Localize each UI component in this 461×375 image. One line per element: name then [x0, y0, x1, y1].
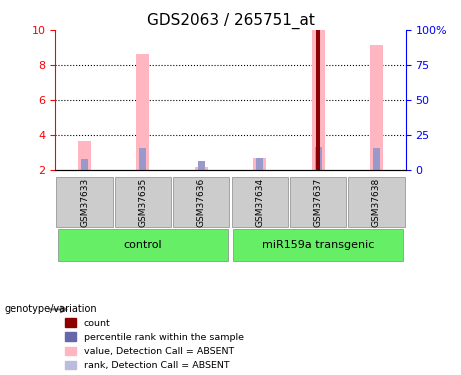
FancyBboxPatch shape — [58, 229, 228, 261]
Bar — [78, 141, 91, 170]
Text: GSM37635: GSM37635 — [138, 177, 148, 226]
Text: GSM37636: GSM37636 — [197, 177, 206, 226]
Text: GSM37633: GSM37633 — [80, 177, 89, 226]
Bar — [256, 158, 263, 170]
Bar — [370, 45, 383, 170]
Bar — [373, 148, 380, 170]
Legend: count, percentile rank within the sample, value, Detection Call = ABSENT, rank, : count, percentile rank within the sample… — [65, 318, 243, 370]
FancyBboxPatch shape — [233, 229, 403, 261]
FancyBboxPatch shape — [173, 177, 229, 227]
Text: GSM37637: GSM37637 — [313, 177, 323, 226]
Text: miR159a transgenic: miR159a transgenic — [262, 240, 374, 250]
Bar — [312, 30, 325, 170]
Bar — [316, 30, 320, 170]
FancyBboxPatch shape — [290, 177, 346, 227]
Bar — [136, 54, 149, 170]
Text: GSM37638: GSM37638 — [372, 177, 381, 226]
Bar — [139, 148, 147, 170]
FancyBboxPatch shape — [349, 177, 404, 227]
Text: genotype/variation: genotype/variation — [5, 304, 97, 314]
Text: GSM37634: GSM37634 — [255, 177, 264, 226]
Bar — [81, 159, 88, 170]
FancyBboxPatch shape — [57, 177, 112, 227]
Bar — [253, 158, 266, 170]
Bar — [198, 161, 205, 170]
Bar — [314, 147, 322, 170]
Title: GDS2063 / 265751_at: GDS2063 / 265751_at — [147, 12, 314, 28]
Bar — [195, 167, 208, 170]
FancyBboxPatch shape — [115, 177, 171, 227]
Text: control: control — [124, 240, 162, 250]
FancyBboxPatch shape — [232, 177, 288, 227]
